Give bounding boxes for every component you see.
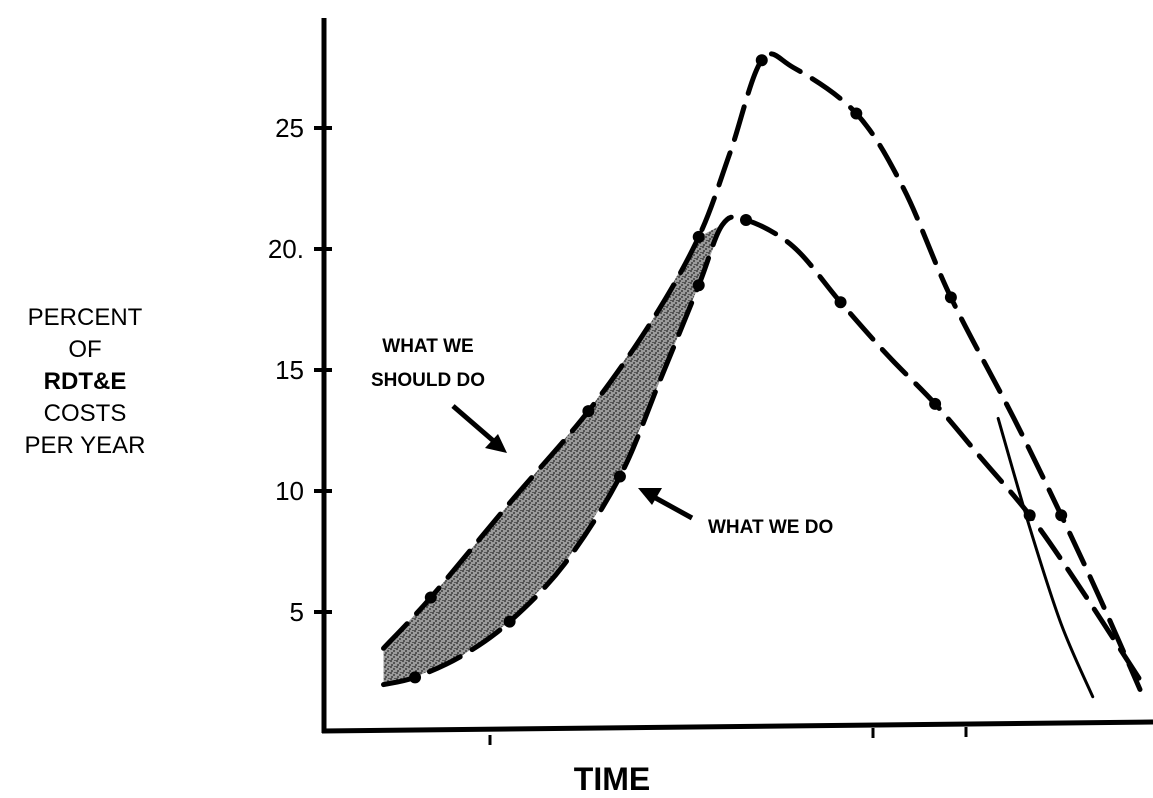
data-point (740, 213, 752, 226)
arrow-what-we-do-shaft (650, 493, 694, 521)
annotation-what-we-do: WHAT WE DO (708, 517, 833, 538)
data-point (834, 296, 847, 309)
y-tick-label: 10 (275, 476, 304, 506)
arrow-should-do-head (485, 434, 507, 453)
data-point (409, 671, 422, 684)
data-point (1055, 509, 1068, 522)
data-point (582, 405, 595, 418)
data-point (503, 615, 516, 628)
x-axis-line (321, 719, 1153, 734)
arrow-what-we-do-head (638, 488, 662, 505)
data-point (613, 470, 626, 483)
curve-what-we-should-do (381, 51, 1143, 692)
y-tick-label: 15 (275, 355, 304, 385)
y-label-line-2: OF (68, 336, 102, 363)
data-point (424, 591, 437, 604)
arrow-should-do-shaft (451, 404, 499, 446)
data-point (850, 107, 863, 120)
data-point (755, 54, 768, 67)
y-label-line-3: RDT&E (43, 368, 127, 395)
y-label-line-1: PERCENT (27, 304, 143, 331)
annotation-should-do-line1: WHAT WE (382, 336, 473, 357)
data-point (692, 230, 705, 243)
y-label-line-5: PER YEAR (24, 432, 146, 459)
data-point (692, 279, 705, 292)
y-axis-label: PERCENT OF RDT&E COSTS PER YEAR (10, 302, 160, 462)
crossing-line (996, 416, 1095, 699)
y-tick-label: 25 (275, 113, 304, 143)
curve-what-we-do (381, 214, 1143, 688)
data-point (944, 291, 957, 304)
x-axis-label: TIME (574, 761, 650, 797)
y-tick-label: 20. (268, 234, 304, 264)
data-point (929, 397, 942, 410)
annotation-should-do-line2: SHOULD DO (371, 370, 485, 391)
y-tick-label: 5 (290, 597, 304, 627)
y-label-line-4: COSTS (43, 400, 127, 427)
